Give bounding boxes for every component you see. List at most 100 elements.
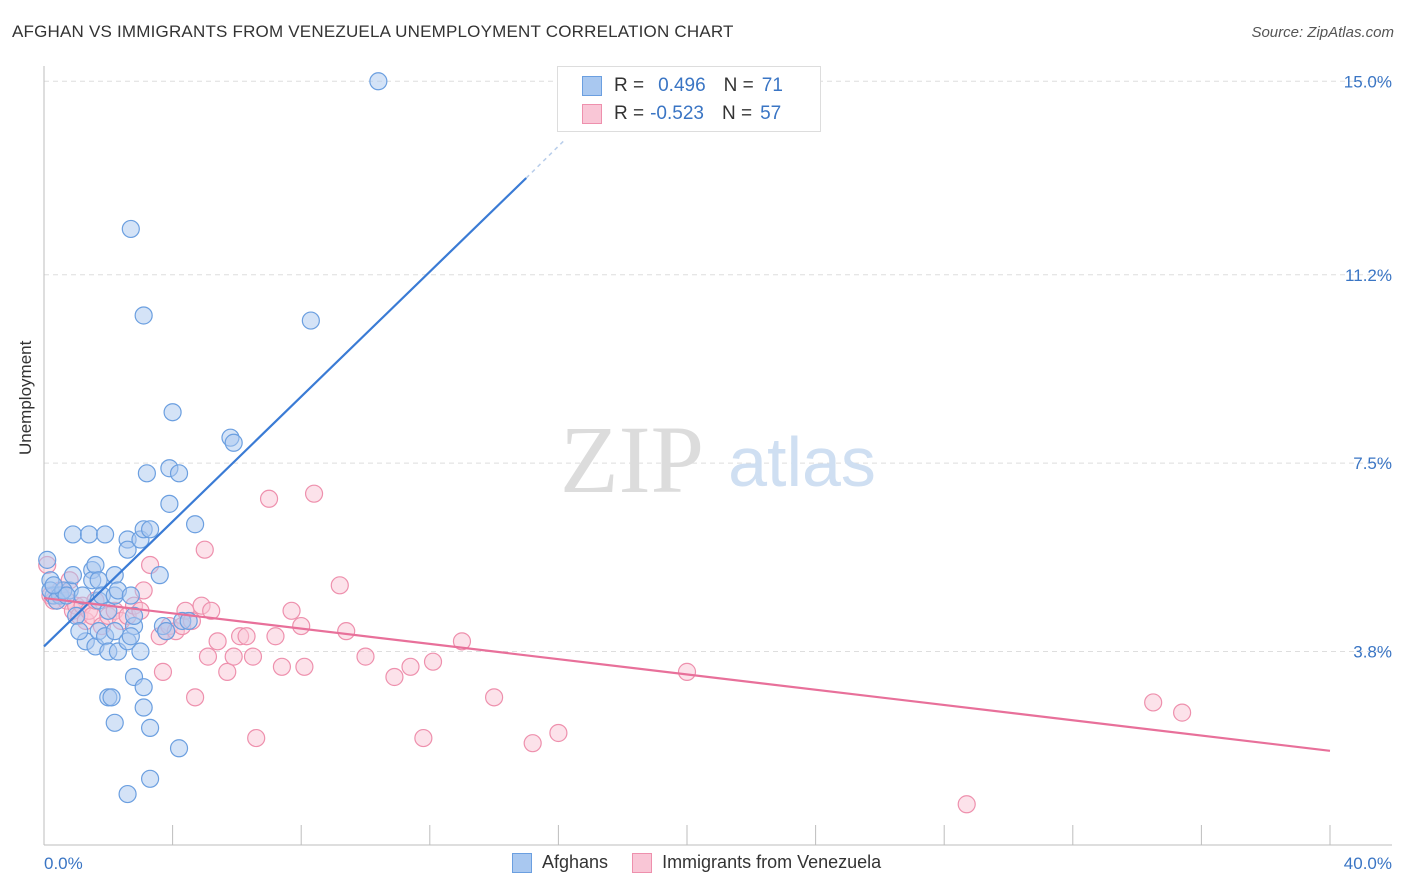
afghans-point xyxy=(38,550,57,569)
venezuela-point xyxy=(272,657,292,676)
venezuela-point xyxy=(957,795,976,814)
venezuela-point xyxy=(1144,693,1163,712)
afghans-point xyxy=(150,566,169,585)
afghans-point xyxy=(131,642,150,661)
afghans-point xyxy=(140,718,160,737)
afghans-point xyxy=(118,540,137,559)
afghans-point xyxy=(186,515,205,534)
legend-swatch-afghans xyxy=(512,852,532,873)
watermark: ZIP atlas xyxy=(560,406,876,513)
afghans-point xyxy=(301,311,320,330)
venezuela-point xyxy=(385,667,404,687)
venezuela-point xyxy=(330,576,349,595)
afghans-point xyxy=(134,306,153,325)
legend-swatch-afghans xyxy=(582,76,602,96)
venezuela-point xyxy=(247,728,266,748)
afghans-point xyxy=(95,525,115,544)
venezuela-point xyxy=(337,622,356,641)
axes xyxy=(43,66,1392,846)
venezuela-point xyxy=(224,647,243,666)
venezuela-point xyxy=(237,627,256,646)
watermark-atlas: atlas xyxy=(728,423,876,501)
venezuela-point xyxy=(202,601,221,620)
y-tick-label: 7.5% xyxy=(1353,454,1392,473)
x-tick-label-min: 0.0% xyxy=(44,854,83,873)
legend-n-label: N = xyxy=(723,75,754,96)
afghans-point xyxy=(369,72,388,91)
afghans-point xyxy=(134,698,153,717)
y-tick-label: 3.8% xyxy=(1353,643,1392,662)
afghans-point xyxy=(102,688,121,707)
afghans-point xyxy=(121,219,140,239)
legend-label-afghans: Afghans xyxy=(542,852,609,872)
afghans-point xyxy=(160,494,179,513)
venezuela-point xyxy=(423,652,443,671)
legend-n-value: 57 xyxy=(760,103,782,124)
watermark-zip: ZIP xyxy=(560,406,704,513)
afghans-point xyxy=(86,555,105,575)
trend-lines xyxy=(43,139,1331,752)
afghans-point xyxy=(124,606,144,625)
legend-item-afghans[interactable]: Afghans xyxy=(512,852,608,873)
venezuela-point xyxy=(295,657,314,676)
legend-n-label: N = xyxy=(721,103,753,124)
venezuela-point xyxy=(292,616,311,636)
legend-n-value: 71 xyxy=(761,75,783,96)
y-axis-label: Unemployment xyxy=(16,340,35,455)
legend-r-label: R = xyxy=(614,75,645,96)
afghans-point xyxy=(163,403,182,422)
afghans-point xyxy=(63,566,83,585)
legend-swatch-venezuela xyxy=(582,104,602,124)
y-tick-label: 15.0% xyxy=(1344,72,1392,91)
legend-row-afghans: R = 0.496 N = 71 xyxy=(582,73,783,99)
venezuela-point xyxy=(677,662,697,681)
y-tick-label: 11.2% xyxy=(1345,266,1392,285)
afghans-point xyxy=(70,622,89,641)
venezuela-point xyxy=(282,601,301,620)
venezuela-point xyxy=(198,647,218,666)
afghans-point xyxy=(140,520,160,539)
afghans-point xyxy=(105,713,124,732)
source-label: Source: ZipAtlas.com xyxy=(1251,24,1394,41)
venezuela-point xyxy=(243,647,263,666)
venezuela-point xyxy=(452,632,472,651)
afghans-point xyxy=(224,433,243,452)
legend-row-venezuela: R = -0.523 N = 57 xyxy=(582,101,781,127)
legend-swatch-venezuela xyxy=(632,852,653,873)
afghans-point xyxy=(137,464,156,483)
afghans-point xyxy=(169,464,189,483)
venezuela-point xyxy=(549,723,568,743)
legend-r-value: -0.523 xyxy=(650,103,704,124)
venezuela-point xyxy=(414,728,433,748)
afghans-point xyxy=(44,576,63,595)
chart-title: AFGHAN VS IMMIGRANTS FROM VENEZUELA UNEM… xyxy=(12,22,734,41)
venezuela-point xyxy=(218,662,237,681)
legend-r-value: 0.496 xyxy=(658,75,706,96)
venezuela-point xyxy=(1173,703,1192,722)
afghans-point xyxy=(105,566,124,585)
venezuela-point xyxy=(523,734,542,753)
venezuela-point xyxy=(153,662,173,681)
gridlines xyxy=(44,80,1392,653)
afghans-point xyxy=(63,525,83,544)
afghans-point xyxy=(118,784,137,804)
venezuela-point xyxy=(401,657,420,676)
afghans-trend-extension xyxy=(525,139,566,179)
venezuela-point xyxy=(304,484,324,503)
afghans-point xyxy=(105,622,124,641)
venezuela-point xyxy=(266,627,285,646)
afghans-point xyxy=(134,678,153,697)
afghans-point xyxy=(140,769,160,788)
scatter-points xyxy=(38,72,1192,814)
afghans-point xyxy=(157,622,176,641)
legend-label-venezuela: Immigrants from Venezuela xyxy=(662,852,882,872)
venezuela-point xyxy=(259,489,279,508)
afghans-trend-line xyxy=(43,177,528,648)
venezuela-point xyxy=(195,540,214,559)
legend-item-venezuela[interactable]: Immigrants from Venezuela xyxy=(632,852,881,873)
venezuela-point xyxy=(356,647,375,666)
venezuela-trend-line xyxy=(43,596,1331,752)
venezuela-point xyxy=(485,688,504,707)
afghans-point xyxy=(169,739,189,758)
